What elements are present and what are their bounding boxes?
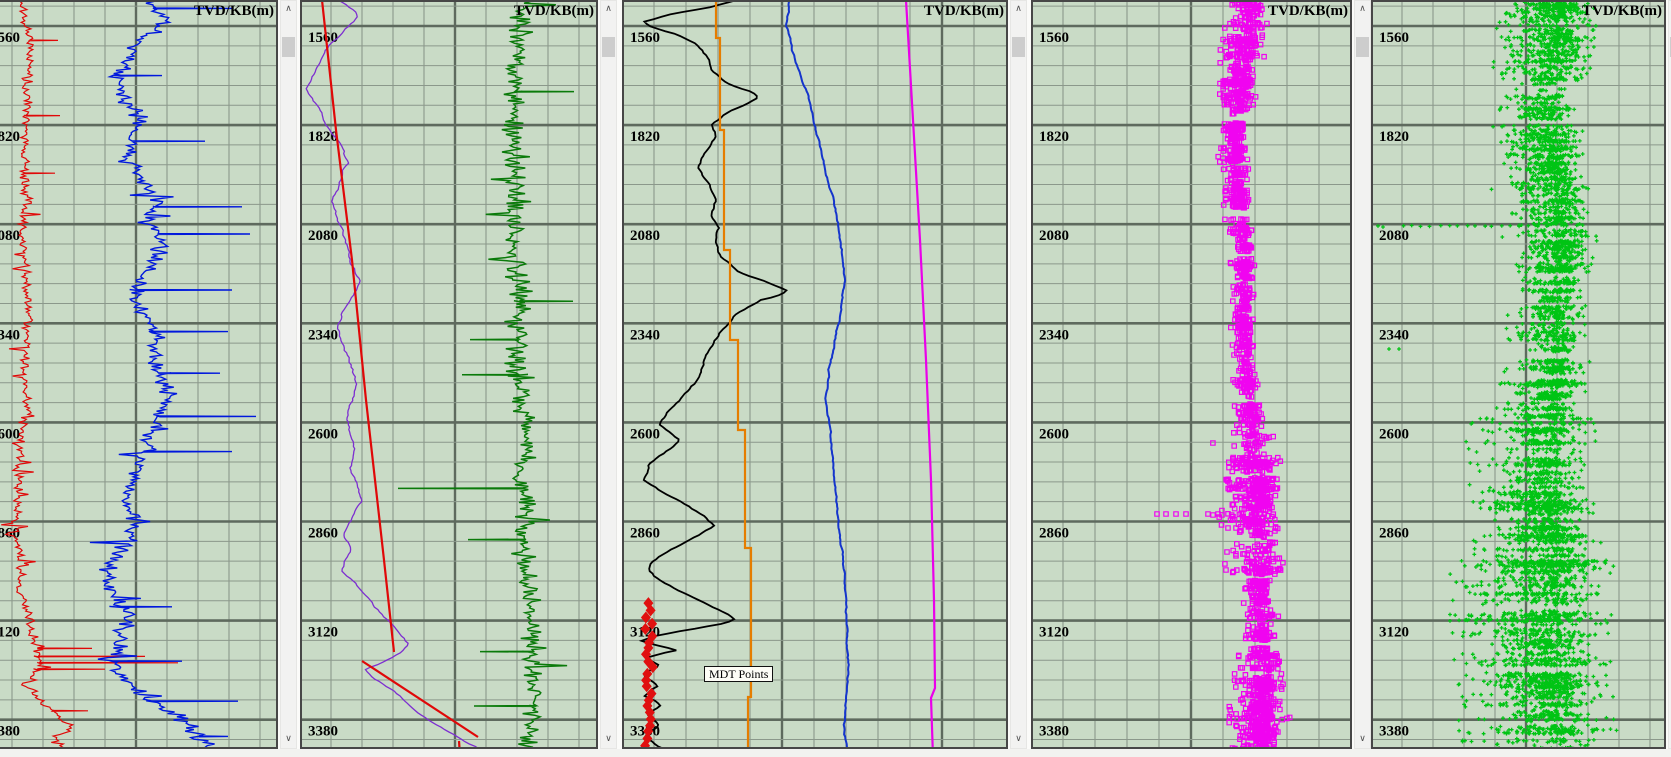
scrollbar-thumb[interactable]: [602, 37, 615, 57]
depth-label: 3120: [1039, 625, 1069, 641]
log-curve-red: [1, 0, 179, 749]
scrollbar-thumb[interactable]: [1012, 37, 1025, 57]
log-track-panel-track-1: 15601820208023402600286031203380TVD/KB(m…: [0, 0, 297, 749]
depth-label: 2340: [630, 327, 660, 343]
log-curve-green: [397, 0, 575, 749]
depth-label: 2600: [630, 426, 660, 442]
plot-border: [0, 0, 278, 749]
scrollbar-thumb[interactable]: [282, 37, 295, 57]
log-plot-canvas[interactable]: 1560 1820 2080 2340 2600 2860 3120 3380: [1031, 0, 1352, 749]
depth-label: 1560: [630, 30, 660, 46]
depth-label: 2340: [1379, 327, 1409, 343]
depth-label: 1820: [308, 129, 338, 145]
depth-label: 2860: [1039, 526, 1069, 542]
track-header-label: TVD/KB(m): [514, 3, 594, 19]
bottom-strip: [0, 749, 1671, 757]
vertical-scrollbar[interactable]: ∧∨: [1354, 0, 1371, 749]
depth-label: 2600: [1039, 426, 1069, 442]
depth-label: 2600: [308, 426, 338, 442]
depth-label: 1820: [1039, 129, 1069, 145]
depth-label: 1820: [1379, 129, 1409, 145]
depth-label: 1560: [0, 30, 20, 46]
depth-label: 3380: [1379, 724, 1409, 740]
depth-label: 2340: [308, 327, 338, 343]
scroll-down-arrow-icon[interactable]: ∨: [605, 734, 612, 744]
scroll-up-arrow-icon[interactable]: ∧: [605, 4, 612, 14]
depth-label: 3120: [308, 625, 338, 641]
scatter-green-plus: [1376, 0, 1619, 749]
vertical-scrollbar[interactable]: ∧∨: [1010, 0, 1027, 749]
log-plot-track-2[interactable]: 1560 1820 2080 2340 2600 2860 3120 3380 TVD/KB(m…: [300, 0, 598, 749]
vertical-scrollbar[interactable]: ∧∨: [600, 0, 617, 749]
log-curve-blue-smooth: [785, 0, 850, 749]
depth-label: 2340: [1039, 327, 1069, 343]
depth-label: 1560: [1379, 30, 1409, 46]
mdt-points-markers: [640, 597, 658, 749]
track-header-label: TVD/KB(m): [1582, 3, 1662, 19]
scroll-down-arrow-icon[interactable]: ∨: [1015, 734, 1022, 744]
depth-label: 2860: [630, 526, 660, 542]
log-track-panel-track-5: 1560 1820 2080 2340 2600 2860 3120 3380 TVD/KB(m…: [1371, 0, 1671, 749]
trend-line-magenta: [904, 0, 937, 749]
depth-label: 3120: [1379, 625, 1409, 641]
depth-label: 1820: [0, 129, 20, 145]
track-header-label: TVD/KB(m): [924, 3, 1004, 19]
plot-border: [1371, 0, 1666, 749]
plot-border: [300, 0, 598, 749]
scatter-magenta-squares: [1154, 0, 1293, 749]
log-track-panel-track-2: 1560 1820 2080 2340 2600 2860 3120 3380 TVD/KB(m…: [300, 0, 617, 749]
depth-label: 1560: [308, 30, 338, 46]
log-plot-track-3[interactable]: 15601820208023402600286031203380TVD/KB(m…: [622, 0, 1008, 749]
vertical-scrollbar[interactable]: ∧∨: [280, 0, 297, 749]
step-line-orange: [714, 0, 753, 749]
scrollbar-thumb[interactable]: [1356, 37, 1369, 57]
depth-label: 3380: [1039, 724, 1069, 740]
depth-label: 2080: [308, 228, 338, 244]
depth-label: 2600: [0, 426, 20, 442]
depth-label: 1820: [630, 129, 660, 145]
log-curve-black: [638, 0, 788, 749]
log-plot-track-5[interactable]: 1560 1820 2080 2340 2600 2860 3120 3380 TVD/KB(m…: [1371, 0, 1666, 749]
log-plot-track-1[interactable]: 15601820208023402600286031203380TVD/KB(m…: [0, 0, 278, 749]
depth-label: 2080: [0, 228, 20, 244]
log-track-panel-track-4: 1560 1820 2080 2340 2600 2860 3120 3380 TVD/KB(m…: [1031, 0, 1371, 749]
scroll-up-arrow-icon[interactable]: ∧: [1015, 4, 1022, 14]
depth-label: 3120: [0, 625, 20, 641]
scroll-up-arrow-icon[interactable]: ∧: [1359, 4, 1366, 14]
depth-label: 3380: [308, 724, 338, 740]
track-header-label: TVD/KB(m): [194, 3, 274, 19]
scroll-down-arrow-icon[interactable]: ∨: [1359, 734, 1366, 744]
plot-border: [622, 0, 1008, 749]
depth-label: 2080: [1379, 228, 1409, 244]
plot-border: [1031, 0, 1352, 749]
mdt-points-label: MDT Points: [704, 666, 774, 682]
scroll-down-arrow-icon[interactable]: ∨: [285, 734, 292, 744]
track-header-label: TVD/KB(m): [1268, 3, 1348, 19]
log-plot-canvas[interactable]: 1560 1820 2080 2340 2600 2860 3120 3380: [1371, 0, 1666, 749]
log-track-panel-track-3: 15601820208023402600286031203380TVD/KB(m…: [622, 0, 1027, 749]
depth-label: 3380: [0, 724, 20, 740]
depth-label: 1560: [1039, 30, 1069, 46]
log-curve-blue: [89, 0, 257, 749]
log-plot-track-4[interactable]: 1560 1820 2080 2340 2600 2860 3120 3380 TVD/KB(m…: [1031, 0, 1352, 749]
depth-label: 2080: [630, 228, 660, 244]
trend-line-red: [361, 660, 479, 738]
depth-label: 2600: [1379, 426, 1409, 442]
log-plot-canvas[interactable]: 1560 1820 2080 2340 2600 2860 3120 3380: [300, 0, 598, 749]
trend-line-red: [320, 0, 396, 653]
scroll-up-arrow-icon[interactable]: ∧: [285, 4, 292, 14]
depth-label: 2080: [1039, 228, 1069, 244]
depth-label: 2860: [1379, 526, 1409, 542]
depth-label: 2860: [308, 526, 338, 542]
depth-label: 2340: [0, 327, 20, 343]
